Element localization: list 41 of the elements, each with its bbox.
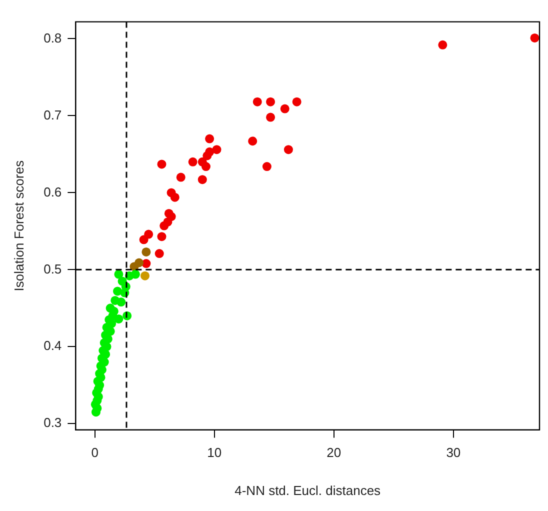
x-tick-label: 30 [446,445,461,460]
point [106,304,115,313]
x-tick-label: 0 [91,445,98,460]
x-tick-label: 20 [326,445,342,460]
point [198,157,207,166]
point [252,97,262,106]
point [248,136,258,146]
point [170,192,180,202]
point [154,249,164,258]
y-axis-title: Isolation Forest scores [11,160,26,292]
point [114,270,124,279]
y-tick-label: 0.6 [44,184,62,200]
point [284,145,293,154]
y-tick-label: 0.7 [44,107,62,122]
point [280,104,290,114]
point [266,97,276,106]
point [212,145,222,154]
point [530,33,540,42]
point [113,286,122,296]
point [205,134,214,144]
point [205,147,214,156]
point [157,160,166,169]
point [176,172,186,182]
y-tick-label: 0.5 [44,261,62,276]
point [198,175,207,184]
y-tick-label: 0.3 [44,415,62,430]
x-axis-title: 4-NN std. Eucl. distances [234,482,382,498]
y-tick-label: 0.4 [44,338,62,354]
point [139,235,148,244]
point [110,296,120,305]
point [266,112,276,122]
point [140,271,150,280]
point [142,247,151,256]
point [262,162,272,172]
point [292,97,302,106]
x-tick-label: 10 [207,445,222,460]
point [438,40,448,50]
point [157,232,166,242]
point [160,221,169,230]
y-tick-label: 0.8 [44,30,62,46]
point [188,157,198,166]
